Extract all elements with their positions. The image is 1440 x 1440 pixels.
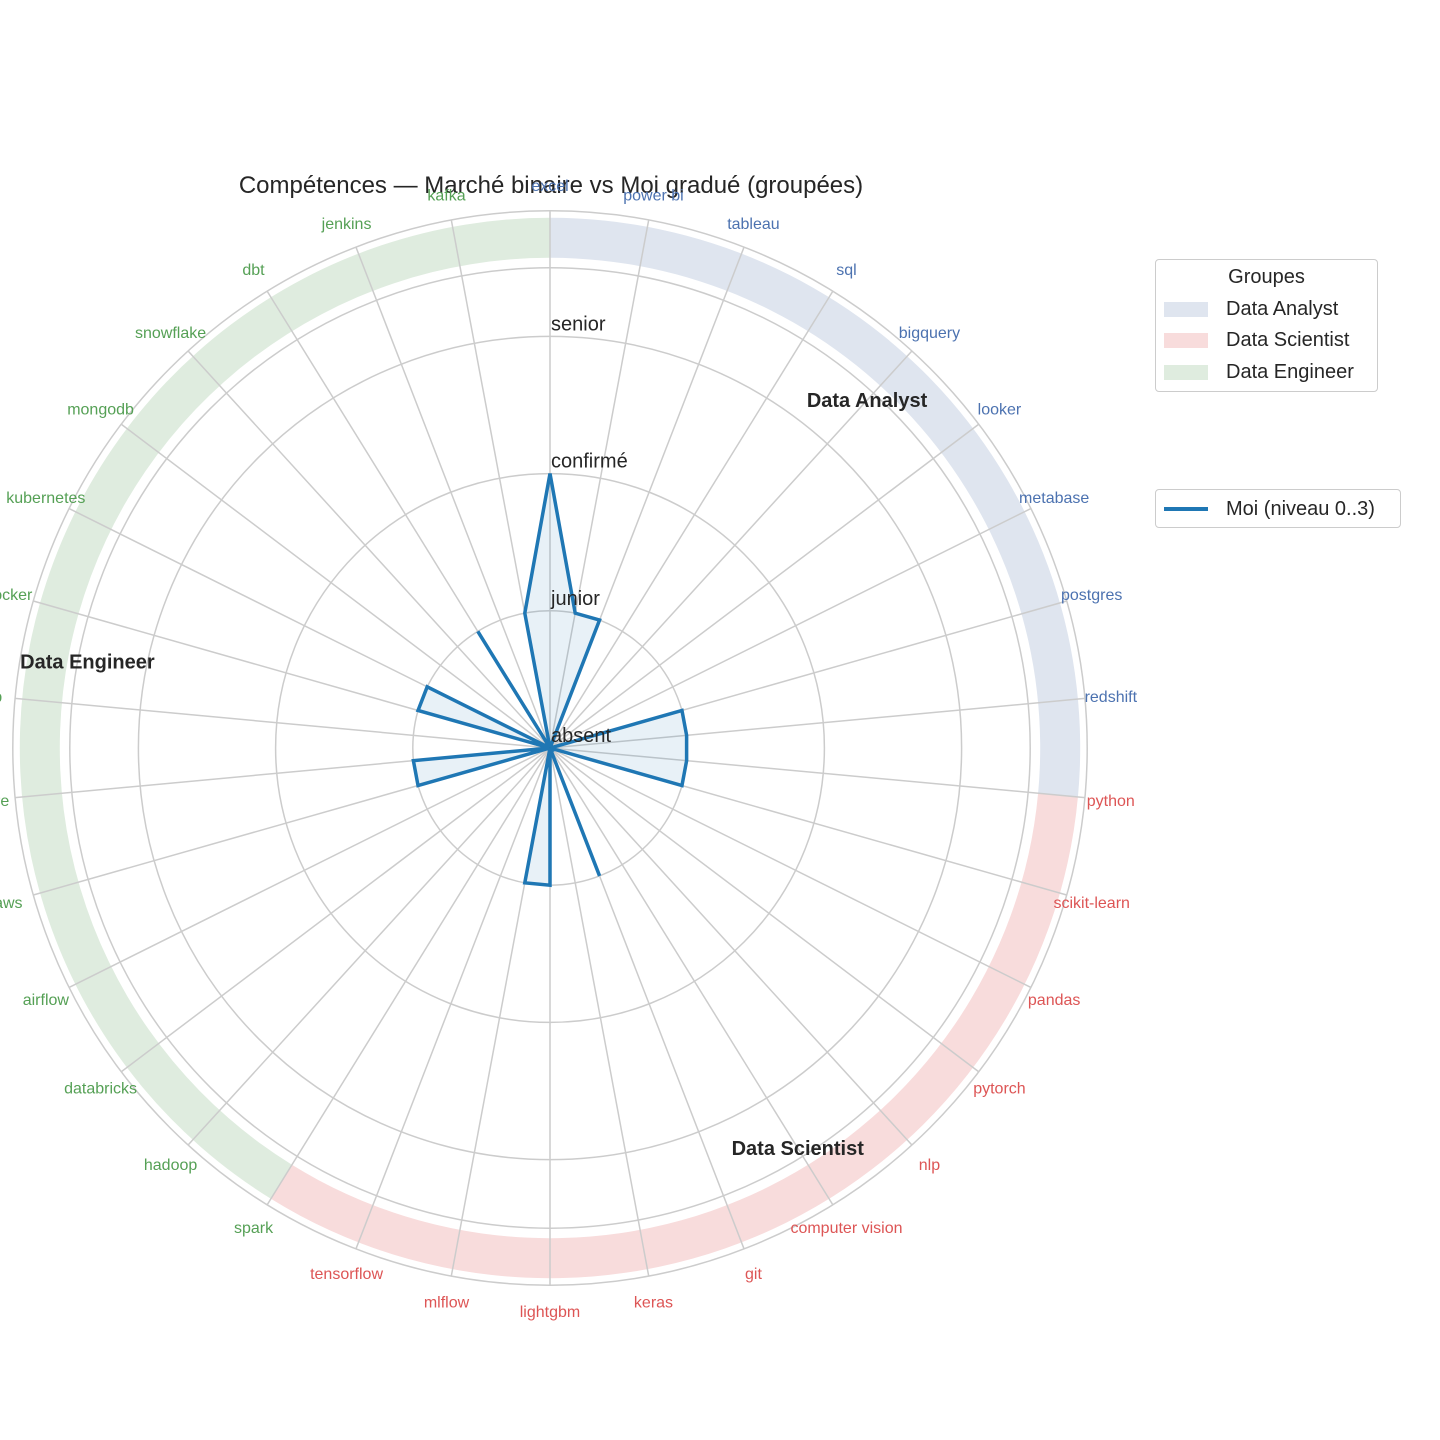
- spoke-keras: [549, 747, 650, 1277]
- group-label-data-scientist: Data Scientist: [732, 1138, 865, 1160]
- spoke-databricks: [120, 747, 551, 1073]
- skill-label-hadoop: hadoop: [144, 1157, 197, 1174]
- level-label-absent: absent: [551, 725, 611, 747]
- legend-series: Moi (niveau 0..3): [1155, 489, 1401, 528]
- series-fill-moi: [413, 473, 687, 886]
- chart-title: Compétences — Marché binaire vs Moi grad…: [239, 172, 863, 199]
- skill-label-keras: keras: [634, 1295, 673, 1312]
- skill-label-pytorch: pytorch: [973, 1080, 1025, 1097]
- legend-groups-title: Groupes: [1228, 266, 1305, 288]
- spoke-pandas: [549, 747, 1032, 989]
- skill-label-tableau: tableau: [727, 216, 780, 233]
- level-label-confirme: confirmé: [551, 451, 628, 473]
- legend-label-data-scientist: Data Scientist: [1226, 328, 1350, 351]
- band-data-analyst: [550, 217, 1081, 797]
- skill-label-tensorflow: tensorflow: [310, 1266, 383, 1283]
- legend-item-moi: Moi (niveau 0..3): [1164, 496, 1375, 522]
- spoke-mongodb: [120, 423, 551, 749]
- spoke-nlp: [549, 747, 913, 1146]
- group-bands: [19, 217, 1081, 1279]
- skill-label-excel: excel: [531, 178, 568, 195]
- skill-label-docker: docker: [0, 587, 33, 604]
- spoke-hadoop: [187, 747, 551, 1146]
- spoke-snowflake: [187, 350, 551, 749]
- skill-label-dbt: dbt: [242, 262, 265, 279]
- legend-label-moi: Moi (niveau 0..3): [1226, 497, 1375, 520]
- level-label-junior: junior: [550, 588, 600, 610]
- skill-label-bigquery: bigquery: [899, 325, 960, 342]
- group-label-data-analyst: Data Analyst: [807, 390, 928, 412]
- spoke-power-bi: [549, 219, 650, 749]
- skill-label-mlflow: mlflow: [424, 1295, 470, 1312]
- skill-label-git: git: [745, 1266, 762, 1283]
- skill-label-pandas: pandas: [1028, 992, 1081, 1009]
- skill-label-spark: spark: [234, 1220, 274, 1237]
- spoke-airflow: [68, 747, 551, 989]
- spoke-redshift: [549, 697, 1085, 749]
- legend-label-data-analyst: Data Analyst: [1226, 297, 1339, 320]
- skill-label-sql: sql: [836, 262, 856, 279]
- skill-label-nlp: nlp: [919, 1157, 940, 1174]
- spoke-tensorflow: [355, 747, 551, 1250]
- skill-label-lightgbm: lightgbm: [520, 1304, 580, 1321]
- legend-groups: Groupes Data Analyst Data Scientist Data…: [1155, 259, 1378, 392]
- spoke-python: [549, 747, 1085, 799]
- skill-label-mongodb: mongodb: [67, 402, 134, 419]
- skill-label-kafka: kafka: [427, 187, 465, 204]
- skill-label-redshift: redshift: [1085, 689, 1138, 706]
- skill-label-python: python: [1087, 793, 1135, 810]
- spoke-bigquery: [549, 350, 913, 749]
- skill-label-aws: aws: [0, 895, 23, 912]
- level-labels: absent junior confirmé senior: [550, 313, 628, 747]
- group-labels: Data Analyst Data Scientist Data Engineer: [20, 390, 927, 1160]
- legend-swatch-data-analyst: [1164, 301, 1208, 317]
- legend-label-data-engineer: Data Engineer: [1226, 360, 1354, 383]
- spoke-metabase: [549, 507, 1032, 749]
- skill-label-postgres: postgres: [1061, 587, 1122, 604]
- skill-label-jenkins: jenkins: [321, 216, 372, 233]
- skill-label-gcp: gcp: [0, 689, 2, 706]
- spoke-spark: [266, 747, 551, 1206]
- legend-swatch-data-scientist: [1164, 332, 1208, 348]
- skill-labels: excel power bi tableau sql bigquery looker met…: [0, 178, 1138, 1321]
- skill-label-databricks: databricks: [64, 1080, 137, 1097]
- spoke-gcp: [15, 697, 551, 749]
- skill-label-azure: azure: [0, 793, 9, 810]
- skill-label-kubernetes: kubernetes: [6, 490, 85, 507]
- legend-line-moi: [1164, 507, 1208, 511]
- level-label-senior: senior: [551, 313, 606, 335]
- legend-swatch-data-engineer: [1164, 364, 1208, 380]
- series-layer: [411, 473, 689, 888]
- skill-label-metabase: metabase: [1019, 490, 1089, 507]
- band-data-scientist: [270, 793, 1078, 1279]
- series-line-moi: [411, 473, 689, 888]
- spoke-pytorch: [549, 747, 980, 1073]
- spoke-jenkins: [355, 246, 551, 749]
- spoke-sql: [549, 290, 834, 749]
- skill-label-scikit-learn: scikit-learn: [1053, 895, 1129, 912]
- legend-item-data-engineer: Data Engineer: [1164, 359, 1354, 385]
- spoke-looker: [549, 423, 980, 749]
- skill-label-snowflake: snowflake: [135, 325, 206, 342]
- group-label-data-engineer: Data Engineer: [20, 652, 155, 674]
- skill-label-computer-vision: computer vision: [790, 1220, 902, 1237]
- legend-item-data-analyst: Data Analyst: [1164, 296, 1338, 322]
- skill-label-power-bi: power bi: [623, 187, 683, 204]
- spoke-computer-vision: [549, 747, 834, 1206]
- skill-label-airflow: airflow: [23, 992, 70, 1009]
- skill-label-looker: looker: [978, 402, 1022, 419]
- legend-item-data-scientist: Data Scientist: [1164, 327, 1349, 353]
